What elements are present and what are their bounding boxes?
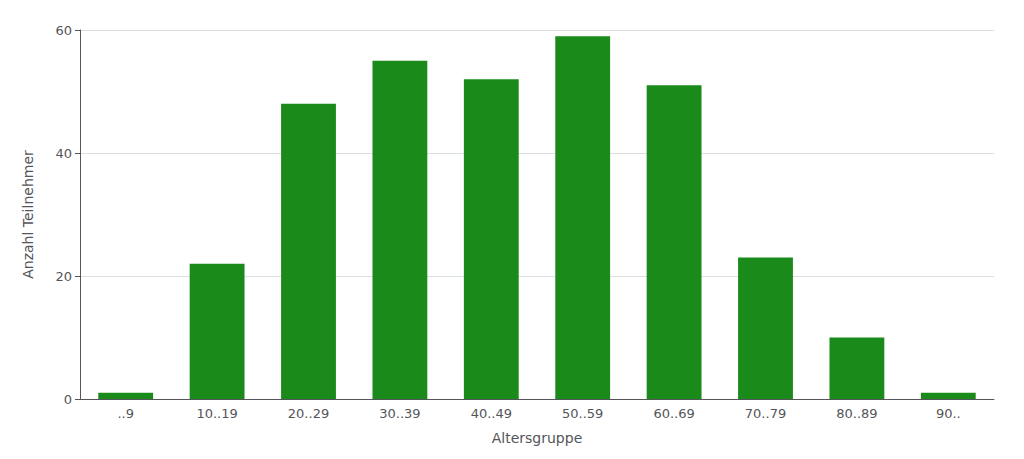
svg-text:50..59: 50..59 [562,406,603,421]
svg-text:60: 60 [55,23,72,38]
svg-text:20..29: 20..29 [288,406,329,421]
svg-text:60..69: 60..69 [653,406,694,421]
svg-text:20: 20 [55,269,72,284]
svg-text:80..89: 80..89 [836,406,877,421]
svg-text:30..39: 30..39 [379,406,420,421]
svg-text:70..79: 70..79 [745,406,786,421]
svg-text:40: 40 [55,146,72,161]
svg-text:..9: ..9 [117,406,134,421]
svg-text:Altersgruppe: Altersgruppe [492,430,583,446]
svg-text:10..19: 10..19 [196,406,237,421]
svg-text:40..49: 40..49 [471,406,512,421]
svg-text:0: 0 [64,392,72,407]
svg-text:Anzahl Teilnehmer: Anzahl Teilnehmer [20,150,36,279]
svg-text:90..: 90.. [936,406,961,421]
